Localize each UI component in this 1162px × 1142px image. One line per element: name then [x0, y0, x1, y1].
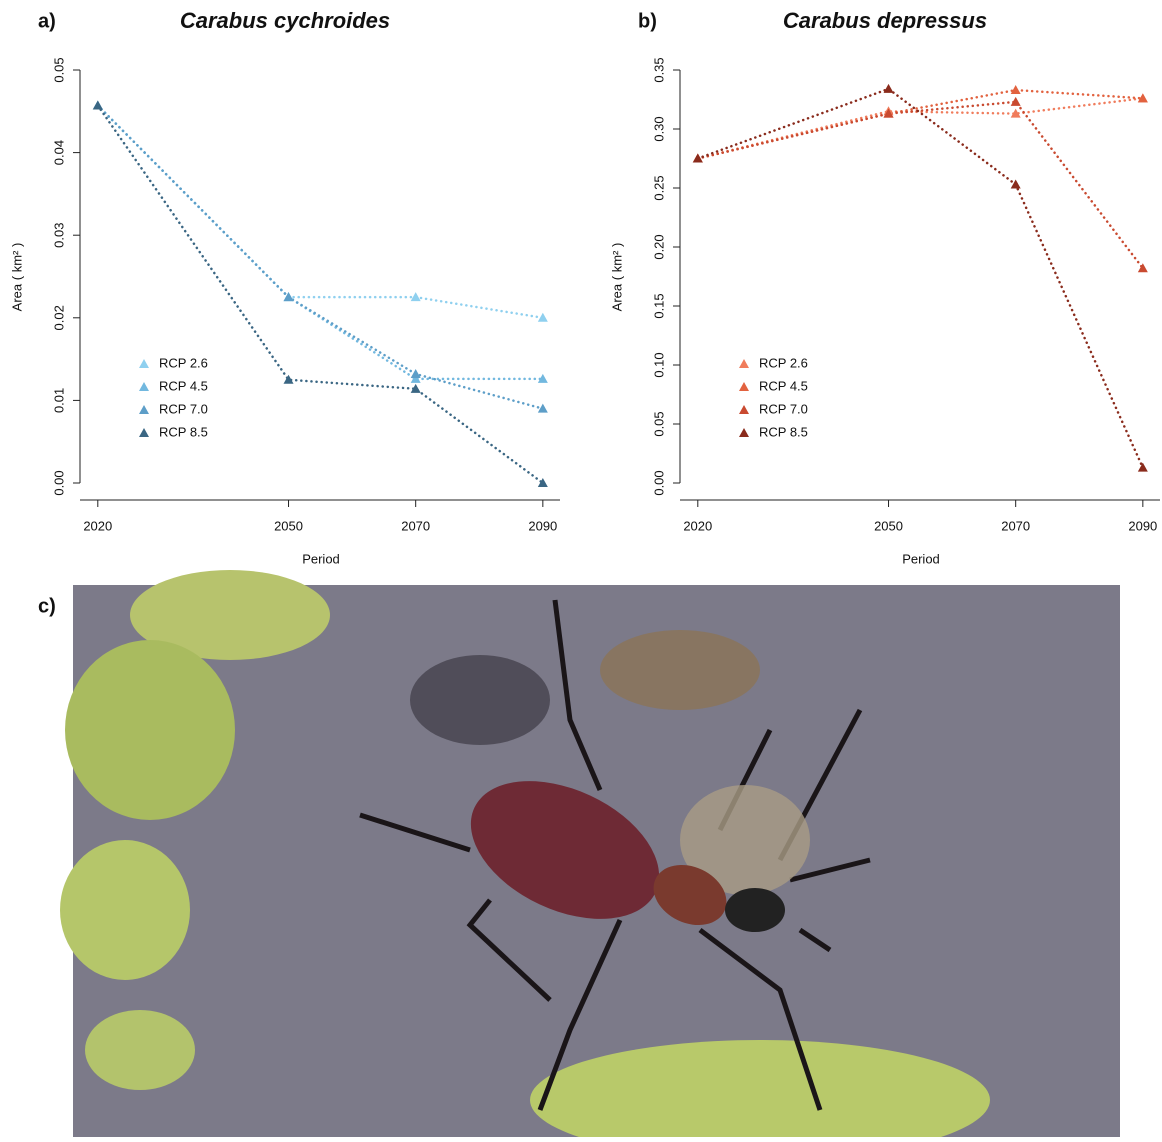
series-line: [96, 104, 545, 485]
point-marker: [537, 373, 548, 383]
legend-marker: [739, 382, 749, 391]
legend-marker: [139, 405, 149, 414]
point-marker: [1137, 263, 1148, 273]
y-tick-label: 0.02: [51, 305, 66, 330]
x-tick-label: 2020: [83, 518, 112, 533]
point-marker: [1010, 85, 1021, 95]
legend-marker: [139, 382, 149, 391]
shell: [680, 785, 810, 895]
beetle-thorax: [653, 864, 727, 926]
legend-label: RCP 7.0: [759, 401, 808, 416]
shadow: [410, 655, 550, 745]
series-line: [696, 100, 1145, 270]
legend-label: RCP 2.6: [159, 355, 208, 370]
point-marker: [537, 312, 548, 322]
legend-marker: [739, 405, 749, 414]
point-marker: [883, 83, 894, 93]
legend-marker: [139, 428, 149, 437]
series-line: [96, 104, 545, 410]
point-marker: [883, 108, 894, 118]
point-marker: [537, 478, 548, 487]
y-tick-label: 0.30: [651, 116, 666, 141]
y-tick-label: 0.35: [651, 57, 666, 82]
lichen: [65, 640, 235, 820]
legend-label: RCP 8.5: [759, 424, 808, 439]
y-axis-title: Area ( km² ): [609, 243, 624, 312]
point-marker: [283, 374, 294, 384]
legend-label: RCP 8.5: [159, 424, 208, 439]
series-line: [96, 104, 545, 320]
lichen: [60, 840, 190, 980]
beetle-elytra: [470, 781, 660, 919]
beetle-head: [725, 888, 785, 932]
point-marker: [410, 373, 421, 383]
y-tick-label: 0.03: [51, 223, 66, 248]
y-tick-label: 0.25: [651, 175, 666, 200]
y-tick-label: 0.15: [651, 293, 666, 318]
point-marker: [1010, 96, 1021, 106]
panel-label: a): [38, 10, 56, 32]
panel-label: c): [38, 595, 56, 617]
y-tick-label: 0.04: [51, 140, 66, 165]
x-tick-label: 2090: [528, 518, 557, 533]
x-tick-label: 2050: [274, 518, 303, 533]
chart: b) Carabus depressus Area ( km² ) Period 0.0…: [609, 8, 1160, 566]
x-tick-label: 2070: [401, 518, 430, 533]
point-marker: [92, 100, 103, 110]
point-marker: [410, 292, 421, 302]
chart: a) Carabus cychroides Area ( km² ) Period 0.…: [9, 8, 560, 566]
legend-marker: [739, 359, 749, 368]
lichen: [530, 1040, 990, 1142]
series-line: [696, 88, 1145, 160]
point-marker: [692, 153, 703, 163]
legend-marker: [139, 359, 149, 368]
point-marker: [1010, 108, 1021, 118]
point-marker: [1137, 93, 1148, 103]
series-line: [696, 97, 1145, 160]
legend-marker: [739, 428, 749, 437]
point-marker: [1010, 179, 1021, 189]
point-marker: [1137, 462, 1148, 472]
y-tick-label: 0.01: [51, 388, 66, 413]
chart-title: Carabus cychroides: [180, 8, 390, 33]
y-tick-label: 0.05: [51, 57, 66, 82]
legend-label: RCP 4.5: [159, 378, 208, 393]
point-marker: [410, 383, 421, 393]
chart-title: Carabus depressus: [783, 8, 987, 33]
y-tick-label: 0.20: [651, 234, 666, 259]
beetle-legs: [359, 599, 871, 1111]
legend-label: RCP 2.6: [759, 355, 808, 370]
point-marker: [537, 403, 548, 413]
x-tick-label: 2020: [683, 518, 712, 533]
series-line: [96, 104, 545, 381]
y-tick-label: 0.05: [651, 411, 666, 436]
series-line: [696, 87, 1145, 469]
legend-label: RCP 4.5: [759, 378, 808, 393]
y-tick-label: 0.00: [51, 470, 66, 495]
y-axis-title: Area ( km² ): [9, 243, 24, 312]
legend-label: RCP 7.0: [159, 401, 208, 416]
photo: c): [38, 570, 1120, 1142]
y-tick-label: 0.00: [651, 470, 666, 495]
y-tick-label: 0.10: [651, 352, 666, 377]
x-axis-title: Period: [302, 551, 340, 566]
x-tick-label: 2070: [1001, 518, 1030, 533]
x-tick-label: 2050: [874, 518, 903, 533]
x-axis-title: Period: [902, 551, 940, 566]
panel-label: b): [638, 10, 657, 32]
lichen: [130, 570, 330, 660]
lichen: [600, 630, 760, 710]
lichen: [85, 1010, 195, 1090]
point-marker: [410, 368, 421, 378]
point-marker: [283, 292, 294, 302]
x-tick-label: 2090: [1128, 518, 1157, 533]
